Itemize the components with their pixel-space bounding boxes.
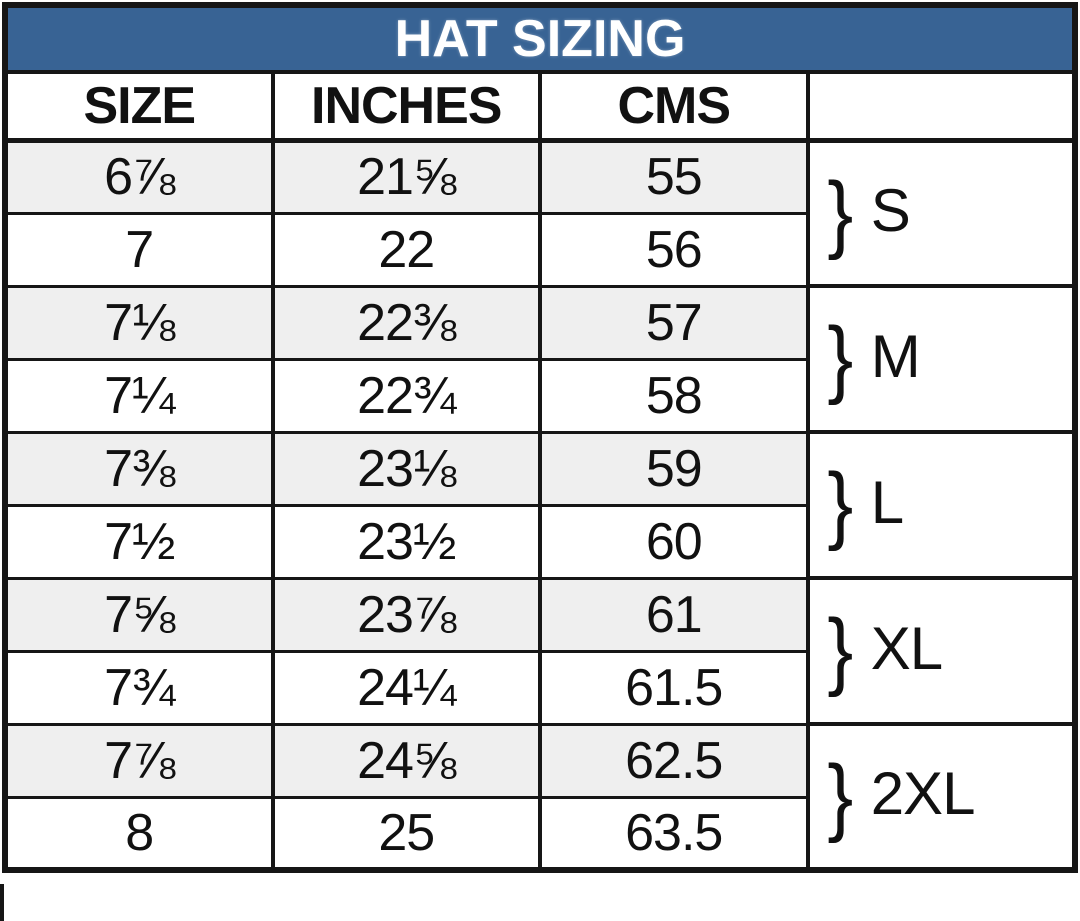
table-row: 7¾ 24¼ 61.5 (3, 649, 1075, 726)
column-header-cms: CMS (538, 70, 810, 143)
inches-cell: 24⅝ (270, 722, 542, 799)
table-row: 6⅞ 21⅝ 55 } S (3, 138, 1077, 288)
size-cell: 7½ (3, 503, 275, 580)
table-title: HAT SIZING (5, 5, 1075, 74)
hat-sizing-table: HAT SIZING SIZE INCHES CMS 6⅞ 21⅝ 55 } S… (2, 2, 1078, 873)
cms-cell: 56 (538, 211, 810, 288)
size-cell: 7⅝ (3, 576, 275, 653)
table-row: 7⅝ 23⅞ 61 } XL (3, 576, 1077, 726)
cms-cell: 58 (538, 357, 810, 434)
inches-cell: 22¾ (270, 357, 542, 434)
curly-brace-glyph: } (826, 310, 853, 407)
cms-cell: 57 (538, 284, 810, 361)
size-cell: 7⅜ (3, 430, 275, 507)
size-group-label: M (870, 322, 921, 390)
size-group-cell: } 2XL (805, 722, 1077, 872)
size-group-label: S (870, 176, 911, 244)
column-header-group (805, 70, 1077, 143)
column-header-size: SIZE (3, 70, 275, 143)
size-cell: 7⅞ (3, 722, 275, 799)
size-cell: 7¼ (3, 357, 275, 434)
scan-edge-artifact (0, 884, 4, 921)
table-row: 8 25 63.5 (3, 795, 1075, 872)
curly-brace-glyph: } (826, 456, 853, 553)
size-cell: 7¾ (3, 649, 275, 726)
size-group-cell: } L (805, 430, 1077, 580)
table-row: 7⅜ 23⅛ 59 } L (3, 430, 1077, 580)
table-row: 7½ 23½ 60 (3, 503, 1075, 580)
title-row: HAT SIZING (5, 5, 1075, 74)
curly-brace-glyph: } (826, 747, 853, 844)
table-row: 7⅞ 24⅝ 62.5 } 2XL (3, 722, 1077, 872)
header-row: SIZE INCHES CMS (3, 70, 1077, 143)
column-header-inches: INCHES (270, 70, 542, 143)
inches-cell: 24¼ (270, 649, 542, 726)
table-row: 7⅛ 22⅜ 57 } M (3, 284, 1077, 434)
curly-brace-glyph: } (826, 602, 853, 699)
table-row: 7 22 56 (3, 211, 1075, 288)
inches-cell: 22⅜ (270, 284, 542, 361)
cms-cell: 59 (538, 430, 810, 507)
cms-cell: 61 (538, 576, 810, 653)
cms-cell: 63.5 (538, 795, 810, 872)
size-cell: 7 (3, 211, 275, 288)
inches-cell: 23½ (270, 503, 542, 580)
inches-cell: 22 (270, 211, 542, 288)
cms-cell: 62.5 (538, 722, 810, 799)
size-cell: 8 (3, 795, 275, 872)
inches-cell: 23⅛ (270, 430, 542, 507)
size-cell: 6⅞ (3, 138, 275, 215)
table-row: 7¼ 22¾ 58 (3, 357, 1075, 434)
size-group-cell: } XL (805, 576, 1077, 726)
curly-brace-glyph: } (826, 164, 853, 261)
inches-cell: 23⅞ (270, 576, 542, 653)
size-group-cell: } M (805, 284, 1077, 434)
size-group-cell: } S (805, 138, 1077, 288)
cms-cell: 60 (538, 503, 810, 580)
cms-cell: 61.5 (538, 649, 810, 726)
size-cell: 7⅛ (3, 284, 275, 361)
size-group-label: L (870, 468, 904, 536)
size-group-label: XL (870, 614, 943, 682)
cms-cell: 55 (538, 138, 810, 215)
size-group-label: 2XL (870, 760, 976, 827)
inches-cell: 21⅝ (270, 138, 542, 215)
inches-cell: 25 (270, 795, 542, 872)
